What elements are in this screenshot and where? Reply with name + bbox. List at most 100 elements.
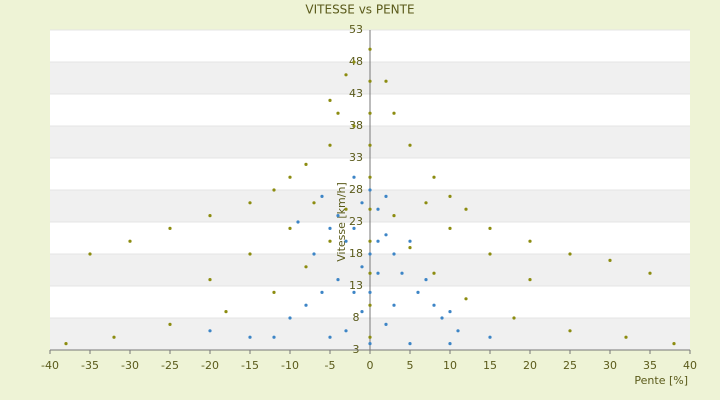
point — [400, 271, 404, 275]
point — [392, 111, 396, 115]
point — [368, 342, 372, 346]
point — [208, 278, 212, 282]
point — [360, 265, 364, 269]
point — [488, 226, 492, 230]
point — [168, 322, 172, 326]
point — [384, 233, 388, 237]
point — [376, 271, 380, 275]
point — [488, 252, 492, 256]
point — [168, 226, 172, 230]
point — [384, 194, 388, 198]
point — [408, 143, 412, 147]
y-tick-label: 8 — [353, 311, 360, 324]
point — [624, 335, 628, 339]
point — [328, 239, 332, 243]
point — [352, 175, 356, 179]
point — [432, 271, 436, 275]
point — [208, 329, 212, 333]
point — [224, 310, 228, 314]
point — [392, 252, 396, 256]
point — [416, 290, 420, 294]
x-tick-label: -35 — [81, 359, 99, 372]
point — [328, 226, 332, 230]
y-axis-label: Vitesse [km/h] — [335, 182, 348, 262]
point — [368, 175, 372, 179]
point — [336, 214, 340, 218]
point — [392, 214, 396, 218]
x-tick-label: 25 — [563, 359, 577, 372]
point — [440, 316, 444, 320]
point — [344, 239, 348, 243]
point — [288, 316, 292, 320]
point — [368, 290, 372, 294]
point — [384, 79, 388, 83]
x-tick-label: -5 — [325, 359, 336, 372]
y-tick-label: 13 — [349, 279, 363, 292]
point — [488, 335, 492, 339]
point — [568, 329, 572, 333]
point — [408, 246, 412, 250]
point — [424, 278, 428, 282]
point — [344, 329, 348, 333]
y-tick-label: 18 — [349, 247, 363, 260]
point — [464, 207, 468, 211]
x-tick-label: 30 — [603, 359, 617, 372]
point — [368, 335, 372, 339]
point — [424, 201, 428, 205]
point — [312, 252, 316, 256]
point — [448, 194, 452, 198]
x-tick-label: 0 — [367, 359, 374, 372]
chart-title: VITESSE vs PENTE — [305, 3, 414, 17]
point — [272, 335, 276, 339]
point — [352, 124, 356, 128]
x-tick-label: -15 — [241, 359, 259, 372]
point — [672, 342, 676, 346]
point — [408, 342, 412, 346]
point — [336, 278, 340, 282]
point — [360, 201, 364, 205]
point — [248, 201, 252, 205]
point — [464, 297, 468, 301]
point — [432, 175, 436, 179]
point — [288, 226, 292, 230]
point — [456, 329, 460, 333]
point — [376, 239, 380, 243]
point — [320, 290, 324, 294]
point — [288, 175, 292, 179]
point — [608, 258, 612, 262]
point — [384, 322, 388, 326]
point — [248, 335, 252, 339]
x-tick-label: -10 — [281, 359, 299, 372]
point — [344, 73, 348, 77]
point — [368, 79, 372, 83]
point — [368, 239, 372, 243]
point — [408, 239, 412, 243]
point — [344, 207, 348, 211]
point — [568, 252, 572, 256]
point — [304, 303, 308, 307]
point — [208, 214, 212, 218]
point — [368, 188, 372, 192]
point — [368, 47, 372, 51]
x-tick-label: -25 — [161, 359, 179, 372]
x-tick-label: -40 — [41, 359, 59, 372]
point — [448, 226, 452, 230]
x-tick-label: 35 — [643, 359, 657, 372]
x-tick-label: 15 — [483, 359, 497, 372]
point — [528, 239, 532, 243]
point — [272, 290, 276, 294]
x-tick-label: 5 — [407, 359, 414, 372]
y-tick-label: 48 — [349, 55, 363, 68]
point — [352, 290, 356, 294]
x-axis-label: Pente [%] — [634, 374, 688, 387]
point — [112, 335, 116, 339]
point — [512, 316, 516, 320]
point — [368, 271, 372, 275]
y-tick-label: 43 — [349, 87, 363, 100]
point — [272, 188, 276, 192]
point — [328, 335, 332, 339]
x-tick-label: 10 — [443, 359, 457, 372]
x-tick-label: 40 — [683, 359, 697, 372]
point — [448, 310, 452, 314]
point — [448, 342, 452, 346]
